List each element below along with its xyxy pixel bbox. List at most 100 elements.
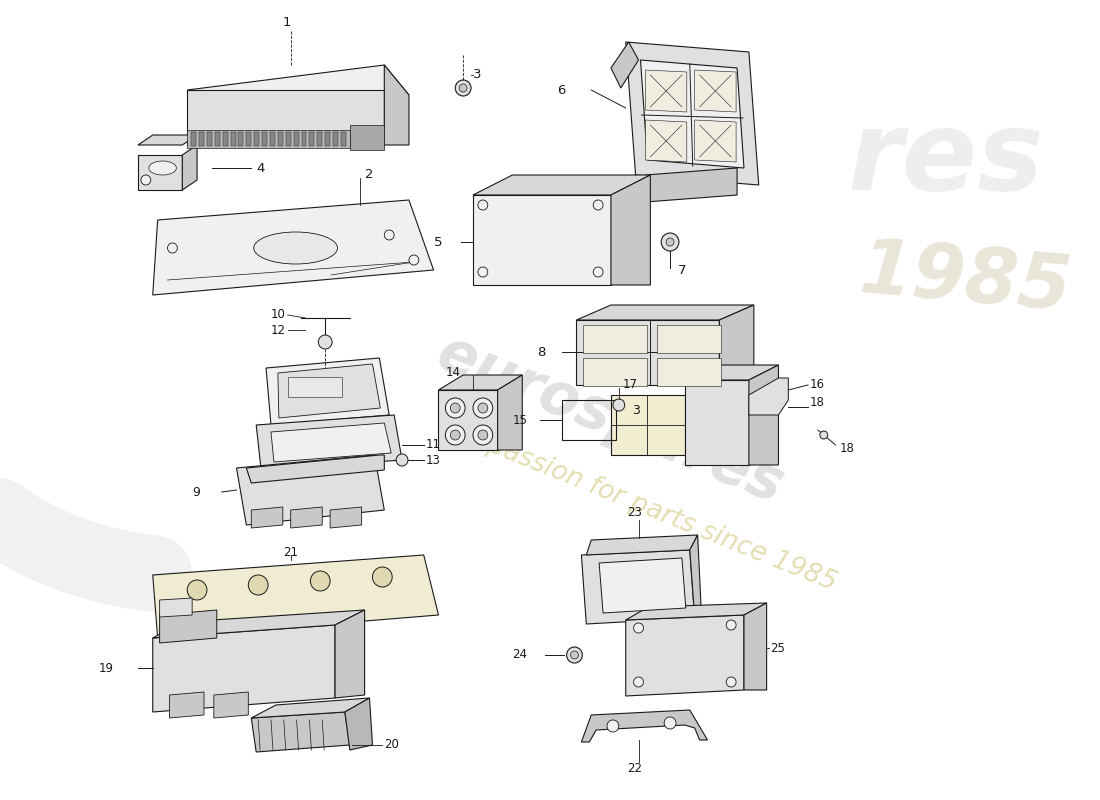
Polygon shape bbox=[236, 455, 384, 525]
Circle shape bbox=[613, 399, 625, 411]
Text: 24: 24 bbox=[513, 649, 527, 662]
Polygon shape bbox=[600, 558, 685, 613]
Text: 21: 21 bbox=[283, 546, 298, 558]
Polygon shape bbox=[658, 358, 722, 386]
Bar bbox=[262, 132, 267, 146]
Polygon shape bbox=[749, 365, 779, 465]
Bar bbox=[214, 132, 220, 146]
Polygon shape bbox=[266, 358, 389, 425]
Polygon shape bbox=[153, 610, 364, 638]
Text: 7: 7 bbox=[678, 263, 686, 277]
Circle shape bbox=[726, 620, 736, 630]
Polygon shape bbox=[719, 305, 754, 385]
Bar bbox=[231, 132, 235, 146]
Polygon shape bbox=[278, 364, 381, 418]
Circle shape bbox=[141, 175, 151, 185]
Text: res: res bbox=[848, 106, 1044, 214]
Polygon shape bbox=[646, 168, 737, 202]
Polygon shape bbox=[169, 692, 204, 718]
Bar bbox=[341, 132, 345, 146]
Polygon shape bbox=[586, 535, 697, 555]
Text: 10: 10 bbox=[271, 309, 286, 322]
Bar bbox=[286, 132, 290, 146]
Ellipse shape bbox=[254, 232, 338, 264]
Text: 3: 3 bbox=[473, 69, 482, 82]
Polygon shape bbox=[576, 320, 719, 385]
Bar bbox=[207, 132, 212, 146]
Circle shape bbox=[661, 233, 679, 251]
Polygon shape bbox=[330, 507, 362, 528]
Circle shape bbox=[318, 335, 332, 349]
Bar bbox=[301, 132, 307, 146]
Text: 4: 4 bbox=[256, 162, 265, 174]
Circle shape bbox=[455, 80, 471, 96]
Bar bbox=[288, 377, 342, 397]
Circle shape bbox=[167, 243, 177, 253]
Circle shape bbox=[726, 677, 736, 687]
Bar bbox=[326, 132, 330, 146]
Circle shape bbox=[384, 230, 394, 240]
Circle shape bbox=[593, 267, 603, 277]
Circle shape bbox=[249, 575, 268, 595]
Text: 5: 5 bbox=[433, 235, 442, 249]
Polygon shape bbox=[744, 603, 767, 690]
Polygon shape bbox=[138, 135, 197, 145]
Polygon shape bbox=[658, 325, 722, 353]
Text: 1: 1 bbox=[283, 15, 292, 29]
Circle shape bbox=[477, 430, 487, 440]
Polygon shape bbox=[695, 120, 736, 162]
Circle shape bbox=[477, 200, 487, 210]
Polygon shape bbox=[646, 120, 686, 162]
Text: 11: 11 bbox=[426, 438, 441, 451]
Text: 25: 25 bbox=[771, 642, 785, 654]
Polygon shape bbox=[583, 358, 648, 386]
Polygon shape bbox=[626, 42, 759, 185]
Text: eurospares: eurospares bbox=[429, 325, 793, 515]
Text: 14: 14 bbox=[446, 366, 461, 379]
Text: 15: 15 bbox=[513, 414, 527, 426]
Polygon shape bbox=[187, 65, 409, 120]
Ellipse shape bbox=[148, 161, 176, 175]
Text: 8: 8 bbox=[537, 346, 546, 358]
Bar bbox=[239, 132, 243, 146]
Bar bbox=[278, 132, 283, 146]
Circle shape bbox=[373, 567, 393, 587]
Polygon shape bbox=[271, 423, 392, 462]
Circle shape bbox=[473, 398, 493, 418]
Text: 1985: 1985 bbox=[857, 234, 1075, 326]
Circle shape bbox=[820, 431, 827, 439]
Polygon shape bbox=[497, 375, 522, 450]
Circle shape bbox=[473, 425, 493, 445]
Polygon shape bbox=[582, 710, 707, 742]
Polygon shape bbox=[640, 60, 744, 168]
Polygon shape bbox=[384, 65, 409, 145]
Polygon shape bbox=[246, 455, 384, 483]
Circle shape bbox=[664, 717, 676, 729]
Text: 19: 19 bbox=[99, 662, 113, 674]
Text: 20: 20 bbox=[384, 738, 399, 751]
Circle shape bbox=[477, 267, 487, 277]
Polygon shape bbox=[160, 610, 217, 643]
Text: 2: 2 bbox=[364, 169, 373, 182]
Polygon shape bbox=[685, 380, 749, 465]
Polygon shape bbox=[582, 550, 695, 624]
Polygon shape bbox=[749, 378, 789, 415]
Bar bbox=[317, 132, 322, 146]
Text: 18: 18 bbox=[810, 395, 825, 409]
Polygon shape bbox=[646, 70, 686, 112]
Text: 18: 18 bbox=[839, 442, 855, 454]
Polygon shape bbox=[439, 375, 522, 390]
Polygon shape bbox=[576, 305, 754, 320]
Bar bbox=[222, 132, 228, 146]
Polygon shape bbox=[439, 390, 497, 450]
Polygon shape bbox=[290, 507, 322, 528]
Polygon shape bbox=[187, 130, 350, 148]
Polygon shape bbox=[685, 365, 779, 380]
Circle shape bbox=[446, 425, 465, 445]
Polygon shape bbox=[695, 70, 736, 112]
Polygon shape bbox=[138, 155, 183, 190]
Text: a passion for parts since 1985: a passion for parts since 1985 bbox=[461, 423, 840, 597]
Polygon shape bbox=[350, 125, 384, 150]
Polygon shape bbox=[690, 535, 702, 618]
Circle shape bbox=[187, 580, 207, 600]
